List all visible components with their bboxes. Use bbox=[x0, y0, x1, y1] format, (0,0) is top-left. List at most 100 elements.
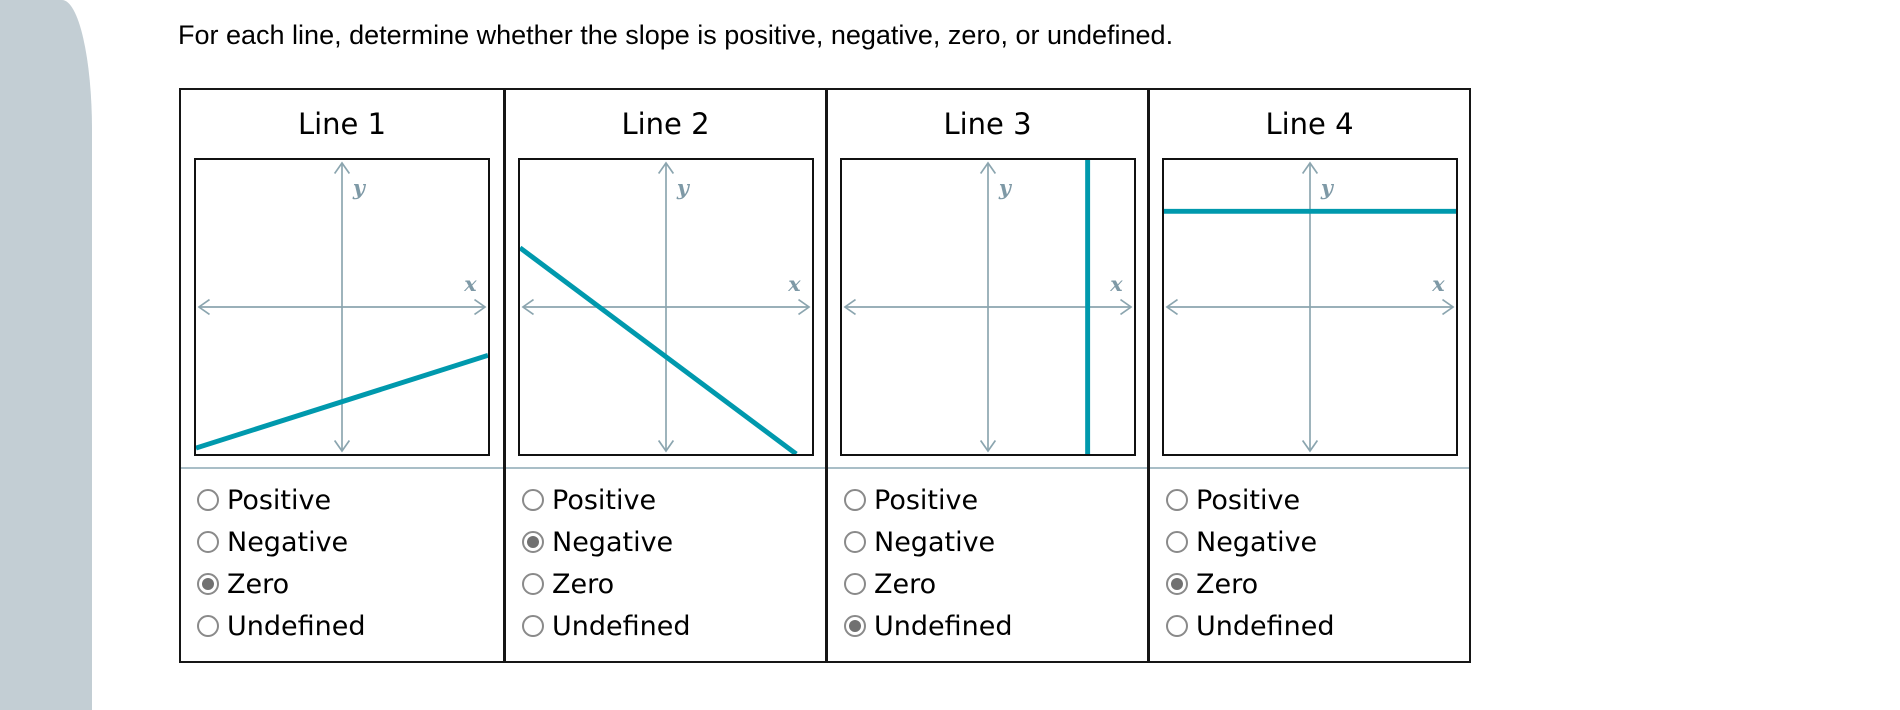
y-axis bbox=[979, 161, 996, 453]
radio-label: Undefined bbox=[227, 610, 366, 642]
radio-button[interactable] bbox=[1166, 573, 1188, 595]
line-column-3: Line 3 y x Positive bbox=[825, 90, 1147, 661]
radio-dot bbox=[202, 578, 214, 590]
x-axis-label: x bbox=[787, 272, 801, 296]
radio-dot bbox=[202, 494, 214, 506]
radio-dot bbox=[1171, 578, 1183, 590]
line-column-1: Line 1 y x Positive bbox=[181, 90, 503, 661]
radio-option-row[interactable]: Negative bbox=[522, 521, 819, 563]
radio-label: Zero bbox=[874, 568, 937, 600]
radio-dot bbox=[849, 536, 861, 548]
radio-dot bbox=[202, 620, 214, 632]
radio-option-row[interactable]: Zero bbox=[844, 563, 1141, 605]
radio-option-row[interactable]: Negative bbox=[197, 521, 497, 563]
column-title: Line 1 bbox=[297, 107, 387, 141]
radio-button[interactable] bbox=[197, 573, 219, 595]
radio-option-row[interactable]: Undefined bbox=[522, 605, 819, 647]
radio-label: Undefined bbox=[1196, 610, 1335, 642]
radio-button[interactable] bbox=[522, 531, 544, 553]
y-axis-label: y bbox=[1319, 176, 1334, 200]
x-axis-label: x bbox=[1431, 272, 1445, 296]
radio-dot bbox=[849, 578, 861, 590]
radio-button[interactable] bbox=[197, 489, 219, 511]
y-axis-label: y bbox=[352, 176, 367, 200]
options-group: Positive Negative Zero Undefined bbox=[1150, 467, 1469, 661]
radio-dot bbox=[527, 536, 539, 548]
graph-canvas: y x bbox=[839, 158, 1136, 456]
options-group: Positive Negative Zero Undefined bbox=[506, 467, 825, 661]
column-title: Line 3 bbox=[943, 107, 1032, 141]
radio-button[interactable] bbox=[844, 531, 866, 553]
radio-label: Undefined bbox=[874, 610, 1013, 642]
radio-button[interactable] bbox=[522, 573, 544, 595]
plotted-line bbox=[196, 352, 488, 451]
graph-canvas: y x bbox=[1161, 158, 1458, 456]
radio-dot bbox=[849, 620, 861, 632]
radio-label: Negative bbox=[552, 526, 674, 558]
y-axis-label: y bbox=[997, 176, 1012, 200]
radio-button[interactable] bbox=[844, 573, 866, 595]
line-column-2: Line 2 y x Positive bbox=[503, 90, 825, 661]
radio-option-row[interactable]: Negative bbox=[844, 521, 1141, 563]
radio-dot bbox=[202, 536, 214, 548]
options-group: Positive Negative Zero Undefined bbox=[828, 467, 1147, 661]
radio-dot bbox=[1171, 620, 1183, 632]
graph-frame: y x bbox=[506, 158, 825, 456]
radio-label: Positive bbox=[1196, 484, 1301, 516]
radio-dot bbox=[849, 494, 861, 506]
radio-label: Positive bbox=[552, 484, 657, 516]
radio-dot bbox=[1171, 494, 1183, 506]
radio-button[interactable] bbox=[844, 489, 866, 511]
radio-label: Zero bbox=[1196, 568, 1259, 600]
radio-label: Zero bbox=[552, 568, 615, 600]
column-title: Line 4 bbox=[1265, 107, 1354, 141]
radio-option-row[interactable]: Positive bbox=[197, 479, 497, 521]
x-axis-label: x bbox=[463, 272, 477, 296]
radio-label: Negative bbox=[227, 526, 349, 558]
radio-button[interactable] bbox=[522, 489, 544, 511]
y-axis bbox=[657, 161, 674, 453]
radio-label: Negative bbox=[874, 526, 996, 558]
graph-frame: y x bbox=[1150, 158, 1469, 456]
column-title: Line 2 bbox=[621, 107, 710, 141]
left-sidebar bbox=[0, 0, 92, 710]
radio-option-row[interactable]: Positive bbox=[1166, 479, 1463, 521]
radio-option-row[interactable]: Undefined bbox=[844, 605, 1141, 647]
radio-option-row[interactable]: Positive bbox=[844, 479, 1141, 521]
graph-canvas: y x bbox=[517, 158, 814, 456]
radio-dot bbox=[527, 494, 539, 506]
radio-label: Positive bbox=[874, 484, 979, 516]
radio-option-row[interactable]: Zero bbox=[1166, 563, 1463, 605]
answer-table: Line 1 y x Positive bbox=[179, 88, 1471, 663]
radio-button[interactable] bbox=[1166, 615, 1188, 637]
radio-dot bbox=[527, 620, 539, 632]
radio-label: Positive bbox=[227, 484, 332, 516]
radio-button[interactable] bbox=[522, 615, 544, 637]
radio-dot bbox=[527, 578, 539, 590]
radio-button[interactable] bbox=[1166, 531, 1188, 553]
y-axis-label: y bbox=[675, 176, 690, 200]
radio-option-row[interactable]: Positive bbox=[522, 479, 819, 521]
radio-label: Negative bbox=[1196, 526, 1318, 558]
question-prompt: For each line, determine whether the slo… bbox=[178, 20, 1174, 50]
radio-option-row[interactable]: Zero bbox=[522, 563, 819, 605]
radio-button[interactable] bbox=[197, 615, 219, 637]
radio-button[interactable] bbox=[844, 615, 866, 637]
line-column-4: Line 4 y x Positive bbox=[1147, 90, 1469, 661]
radio-option-row[interactable]: Undefined bbox=[197, 605, 497, 647]
radio-label: Zero bbox=[227, 568, 290, 600]
radio-button[interactable] bbox=[197, 531, 219, 553]
plotted-line bbox=[519, 245, 798, 454]
radio-option-row[interactable]: Undefined bbox=[1166, 605, 1463, 647]
options-group: Positive Negative Zero Undefined bbox=[181, 467, 503, 661]
graph-canvas: y x bbox=[194, 158, 490, 456]
graph-frame: y x bbox=[828, 158, 1147, 456]
x-axis-label: x bbox=[1109, 272, 1123, 296]
radio-dot bbox=[1171, 536, 1183, 548]
graph-frame: y x bbox=[181, 158, 503, 456]
radio-button[interactable] bbox=[1166, 489, 1188, 511]
radio-option-row[interactable]: Negative bbox=[1166, 521, 1463, 563]
radio-label: Undefined bbox=[552, 610, 691, 642]
radio-option-row[interactable]: Zero bbox=[197, 563, 497, 605]
